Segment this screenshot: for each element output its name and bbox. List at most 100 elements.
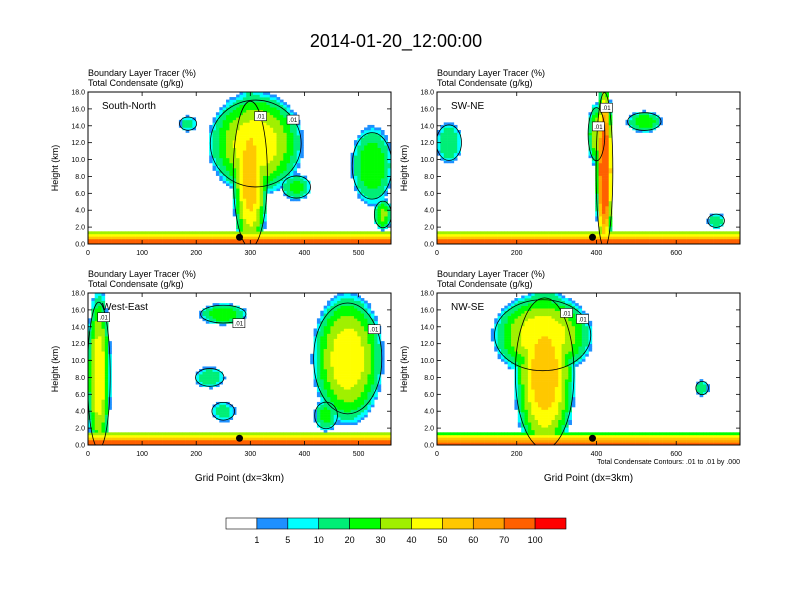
y-tick-label: 0.0	[424, 242, 434, 249]
y-tick-label: 16.0	[420, 106, 434, 113]
y-tick-label: 14.0	[420, 123, 434, 130]
colorbar-label: 20	[345, 535, 355, 545]
y-tick-label: 4.0	[424, 208, 434, 215]
y-tick-label: 4.0	[424, 409, 434, 416]
x-tick-label: 400	[299, 250, 311, 257]
tracer-field	[88, 92, 391, 244]
y-tick-label: 12.0	[71, 341, 85, 348]
colorbar: 1 5 10 20 30 40 50 60 70 100	[225, 517, 567, 545]
x-tick-label: 300	[244, 451, 256, 458]
x-tick-label: 400	[591, 451, 603, 458]
condensate-contour	[313, 302, 383, 415]
condensate-contour	[195, 368, 225, 387]
contour-label-box	[286, 114, 300, 125]
x-tick-label: 600	[670, 250, 682, 257]
x-tick-label: 0	[86, 451, 90, 458]
y-tick-label: 4.0	[75, 208, 85, 215]
panel-sw-ne: Boundary Layer Tracer (%)Total Condensat…	[399, 68, 741, 257]
panel-header-tracer: Boundary Layer Tracer (%)	[88, 68, 196, 78]
x-tick-label: 200	[511, 250, 523, 257]
chart-title: 2014-01-20_12:00:00	[309, 31, 483, 51]
y-tick-label: 14.0	[71, 324, 85, 331]
panel-header-condensate: Total Condensate (g/kg)	[437, 279, 533, 289]
y-tick-label: 10.0	[71, 358, 85, 365]
colorbar-label: 70	[499, 535, 509, 545]
x-tick-label: 200	[511, 451, 523, 458]
y-axis-label: Height (km)	[399, 346, 409, 393]
x-tick-label: 0	[435, 451, 439, 458]
y-tick-label: 18.0	[420, 291, 434, 298]
colorbar-swatch	[225, 517, 258, 530]
condensate-contour	[211, 401, 236, 421]
contour-label-box	[592, 121, 605, 132]
y-tick-label: 2.0	[75, 426, 85, 433]
panel-nw-se: Boundary Layer Tracer (%)Total Condensat…	[399, 269, 741, 484]
colorbar-label: 5	[285, 535, 290, 545]
colorbar-label: 50	[437, 535, 447, 545]
condensate-contour	[351, 132, 391, 200]
x-tick-label: 500	[353, 451, 365, 458]
y-tick-label: 16.0	[420, 307, 434, 314]
y-tick-label: 12.0	[71, 140, 85, 147]
condensate-contour	[595, 92, 614, 244]
colorbar-label: 40	[406, 535, 416, 545]
y-tick-label: 6.0	[424, 191, 434, 198]
y-tick-label: 2.0	[424, 225, 434, 232]
location-marker	[588, 233, 596, 241]
y-tick-label: 16.0	[71, 106, 85, 113]
panel-header-tracer: Boundary Layer Tracer (%)	[437, 68, 545, 78]
contour-label: .01	[602, 106, 611, 112]
panel-header-tracer: Boundary Layer Tracer (%)	[437, 269, 545, 279]
colorbar-swatch	[534, 517, 567, 530]
tracer-field	[88, 293, 391, 445]
contour-label: .01	[578, 317, 587, 323]
x-tick-label: 400	[591, 250, 603, 257]
colorbar-swatch	[349, 517, 381, 530]
contour-label-box	[254, 111, 267, 121]
colorbar-swatch	[503, 517, 536, 530]
condensate-contour	[695, 380, 709, 396]
location-marker	[236, 434, 243, 442]
condensate-contour	[281, 175, 311, 199]
condensate-contour	[200, 304, 247, 324]
colorbar-label: 60	[468, 535, 478, 545]
y-axis-label: Height (km)	[50, 145, 60, 192]
y-tick-label: 14.0	[420, 324, 434, 331]
colorbar-swatch	[287, 517, 320, 530]
y-tick-label: 8.0	[75, 174, 85, 181]
y-tick-label: 6.0	[75, 392, 85, 399]
condensate-contour	[179, 116, 198, 131]
condensate-contour	[209, 99, 302, 188]
contour-label: .01	[594, 125, 603, 131]
colorbar-swatch	[256, 517, 289, 530]
panel-south-north: Boundary Layer Tracer (%)Total Condensat…	[50, 68, 392, 257]
y-tick-label: 6.0	[424, 392, 434, 399]
x-tick-label: 500	[353, 250, 365, 257]
x-axis-label: Grid Point (dx=3km)	[544, 473, 633, 484]
panel-header-condensate: Total Condensate (g/kg)	[88, 78, 184, 88]
y-tick-label: 12.0	[420, 341, 434, 348]
y-tick-label: 4.0	[75, 409, 85, 416]
y-tick-label: 14.0	[71, 123, 85, 130]
colorbar-swatch	[380, 517, 412, 530]
contour-label-box	[97, 312, 110, 322]
contour-label: .01	[99, 316, 108, 322]
y-tick-label: 0.0	[75, 242, 85, 249]
location-marker	[236, 233, 243, 241]
contour-label-box	[367, 324, 381, 334]
location-marker	[588, 434, 596, 442]
plot-frame	[87, 91, 392, 245]
contour-label-box	[560, 308, 573, 318]
contour-label: .01	[562, 311, 571, 317]
contour-label: .01	[289, 118, 298, 124]
contour-label: .01	[235, 322, 244, 328]
condensate-contour	[627, 112, 662, 131]
colorbar-swatch	[411, 517, 443, 530]
y-tick-label: 6.0	[75, 191, 85, 198]
panel-header-tracer: Boundary Layer Tracer (%)	[88, 269, 196, 279]
x-tick-label: 0	[435, 250, 439, 257]
x-tick-label: 300	[244, 250, 256, 257]
plot-frame	[87, 292, 392, 446]
condensate-contour	[373, 200, 391, 229]
